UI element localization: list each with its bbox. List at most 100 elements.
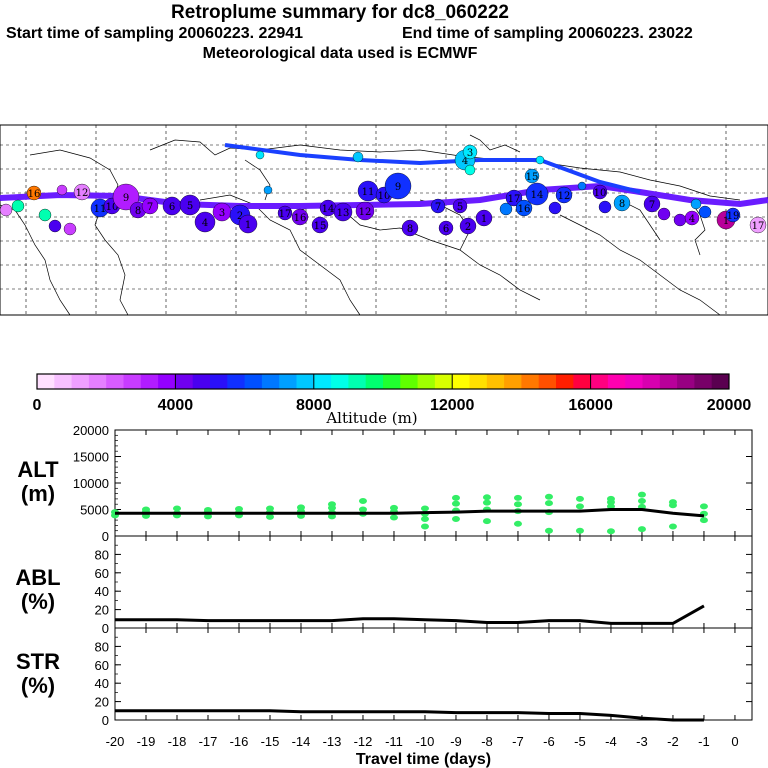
colorbar-cell (123, 374, 142, 389)
abl-label-line1: ABL (15, 565, 61, 590)
plume-marker-label: 19 (727, 211, 740, 222)
colorbar-cell (434, 374, 453, 389)
plume-marker-label: 2 (237, 211, 243, 222)
plume-marker (311, 216, 329, 234)
plume-marker (38, 208, 52, 222)
panel-frame (114, 535, 753, 629)
plume-marker-label: 16 (28, 189, 41, 200)
colorbar-cell (694, 374, 713, 389)
plume-marker (255, 150, 265, 160)
plume-marker-label: 17 (752, 221, 765, 232)
colorbar-cell (313, 374, 332, 389)
plume-track-main (0, 182, 768, 209)
x-tick-label: -18 (168, 734, 187, 749)
plume-marker (438, 220, 454, 236)
plume-marker (548, 201, 562, 215)
plume-marker-label: 12 (359, 207, 372, 218)
colorbar-tick-label: 12000 (430, 397, 475, 414)
altitude-point (606, 528, 615, 535)
plume-marker-label: 2 (465, 222, 471, 233)
colorbar-cell (54, 374, 73, 389)
plume-marker-label: 3 (467, 148, 473, 159)
y-tick-label: 0 (102, 713, 109, 728)
series-line-abl (115, 604, 705, 625)
plume-marker (459, 217, 477, 235)
colorbar-cell (417, 374, 436, 389)
plume-marker (263, 185, 273, 195)
plume-marker (749, 216, 767, 234)
x-tick-label: -3 (636, 734, 648, 749)
map-frame (0, 124, 768, 316)
colorbar-cell (227, 374, 246, 389)
plume-marker-label: 11 (362, 187, 375, 198)
colorbar-cell (158, 374, 176, 389)
altitude-point (389, 514, 398, 521)
plume-marker (505, 189, 523, 207)
altitude-point (513, 494, 522, 501)
colorbar-cell (192, 374, 211, 389)
colorbar-tick-label: 8000 (296, 397, 332, 414)
plume-marker (333, 202, 353, 222)
plume-marker-label: 17 (508, 194, 521, 205)
plume-marker (401, 219, 419, 237)
plume-marker-label: 4 (689, 214, 695, 225)
str-panel-label: STR (%) (8, 650, 68, 698)
altitude-point (327, 501, 336, 508)
colorbar-tick-label: 20000 (707, 397, 752, 414)
plume-marker (11, 199, 25, 213)
plume-marker (430, 198, 446, 214)
plume-marker-label: 16 (518, 204, 531, 215)
plume-marker (73, 183, 91, 201)
colorbar-cell (210, 374, 228, 389)
plume-marker (384, 172, 412, 200)
plume-marker-label: 15 (526, 172, 539, 183)
altitude-point (451, 516, 460, 523)
altitude-point (699, 517, 708, 524)
plume-marker-label: 1 (481, 214, 487, 225)
colorbar-cell (521, 374, 540, 389)
altitude-point (234, 505, 243, 512)
plume-marker-label: 10 (378, 191, 391, 202)
plume-marker-label: 7 (649, 200, 655, 211)
plume-tracks (0, 143, 768, 209)
plume-marker (238, 214, 258, 234)
panel-frame (114, 429, 753, 537)
plume-marker-label: 6 (169, 202, 175, 213)
plume-marker (690, 198, 702, 210)
altitude-point (575, 527, 584, 534)
plume-marker-label: 1 (245, 220, 251, 231)
colorbar-tick-label: 0 (33, 397, 42, 414)
colorbar-tick-labels: 0 4000 8000 12000 16000 20000 (33, 397, 752, 414)
altitude-point (482, 518, 491, 525)
altitude-point (358, 498, 367, 505)
colorbar-cell (469, 374, 488, 389)
plume-marker-label: 9 (395, 182, 401, 193)
time-series-panels: 20000 15000 10000 5000 0 80 60 40 20 0 80 60 40 20 0 -2… (73, 423, 753, 768)
altitude-point (420, 516, 429, 523)
colorbar-cell (175, 374, 194, 389)
altitude-point (544, 527, 553, 534)
plume-marker-label: 17 (279, 209, 292, 220)
x-tick-label: -13 (323, 734, 342, 749)
y-tick-label: 0 (102, 529, 109, 544)
altitude-point (513, 520, 522, 527)
altitude-point (544, 500, 553, 507)
abl-panel-label: ABL (%) (8, 566, 68, 614)
altitude-point (482, 499, 491, 506)
chart-title: Retroplume summary for dc8_060222 (171, 2, 509, 23)
altitude-point (606, 503, 615, 510)
plume-marker-label: 10 (106, 202, 119, 213)
plume-marker (524, 168, 540, 184)
plume-marker-label: 12 (558, 191, 571, 202)
plume-marker (112, 183, 140, 211)
plume-marker (452, 198, 468, 214)
altitude-point (637, 498, 646, 505)
x-tick-label: -7 (512, 734, 524, 749)
plume-marker (577, 181, 587, 191)
plume-marker (525, 182, 549, 206)
altitude-point (482, 494, 491, 501)
x-tick-label: -20 (106, 734, 125, 749)
